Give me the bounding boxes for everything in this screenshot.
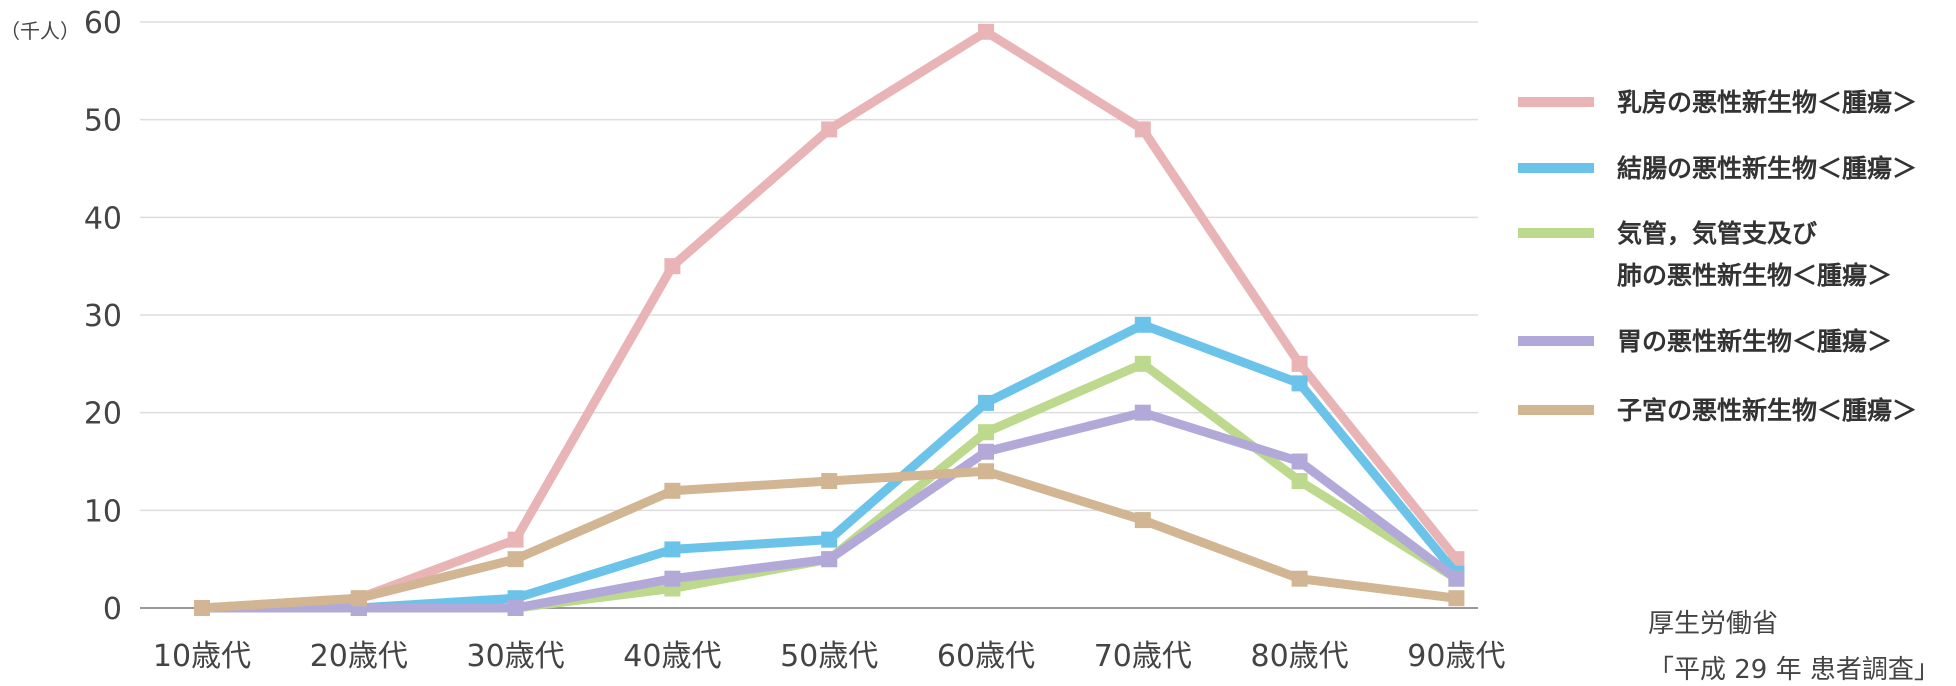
legend: 乳房の悪性新生物＜腫瘍＞ 結腸の悪性新生物＜腫瘍＞ 気管，気管支及び肺の悪性新生物＜…: [1518, 88, 1917, 425]
series-1: [194, 23, 1465, 616]
data-point-s4-6: [978, 443, 994, 460]
data-point-s4-4: [664, 570, 681, 587]
data-point-s3-7: [1134, 355, 1151, 372]
legend-label-2: 結腸の悪性新生物＜腫瘍＞: [1617, 154, 1917, 183]
x-tick-label-9: 90歳代: [1407, 639, 1505, 674]
series-5: [194, 463, 1465, 616]
gridlines: [140, 21, 1478, 512]
data-point-s2-8: [1291, 375, 1308, 392]
data-point-s1-4: [664, 258, 681, 275]
legend-label-3-line-2: 肺の悪性新生物＜腫瘍＞: [1617, 261, 1892, 290]
data-point-s1-6: [978, 23, 994, 40]
data-point-s2-6: [978, 394, 994, 411]
x-tick-label-5: 50歳代: [780, 639, 878, 674]
source-note: 厚生労働省「平成 29 年 患者調査」: [1648, 609, 1940, 685]
data-point-s5-8: [1291, 570, 1308, 587]
legend-item-1: 乳房の悪性新生物＜腫瘍＞: [1518, 88, 1917, 117]
data-point-s5-9: [1448, 590, 1465, 607]
data-point-s5-3: [507, 551, 524, 568]
data-point-s2-4: [664, 541, 681, 558]
source-line-2: 「平成 29 年 患者調査」: [1648, 655, 1940, 685]
data-point-s4-8: [1291, 453, 1308, 470]
legend-label-5: 子宮の悪性新生物＜腫瘍＞: [1617, 396, 1917, 425]
y-tick-label-20: 20: [84, 397, 122, 432]
x-tick-label-1: 10歳代: [153, 639, 251, 674]
y-tick-label-0: 0: [103, 592, 122, 627]
legend-item-5: 子宮の悪性新生物＜腫瘍＞: [1518, 396, 1917, 425]
data-point-s5-5: [821, 473, 838, 490]
data-point-s4-7: [1134, 404, 1151, 421]
data-point-s5-2: [350, 590, 367, 607]
y-tick-label-30: 30: [84, 299, 122, 334]
x-tick-label-6: 60歳代: [937, 639, 1035, 674]
source-line-1: 厚生労働省: [1648, 609, 1778, 639]
data-point-s1-5: [821, 121, 838, 138]
data-point-s4-5: [821, 551, 838, 568]
data-point-s3-8: [1291, 473, 1308, 490]
y-tick-label-50: 50: [84, 104, 122, 139]
x-tick-label-7: 70歳代: [1094, 639, 1192, 674]
legend-label-3-line-1: 気管，気管支及び: [1617, 219, 1817, 248]
x-tick-label-8: 80歳代: [1251, 639, 1349, 674]
data-point-s4-3: [507, 600, 524, 616]
y-tick-label-60: 60: [84, 6, 122, 41]
data-point-s1-3: [507, 531, 524, 548]
data-point-s2-5: [821, 531, 838, 548]
y-tick-label-10: 10: [84, 494, 122, 529]
data-point-s5-1: [194, 600, 210, 616]
x-tick-label-2: 20歳代: [310, 639, 408, 674]
data-point-s1-7: [1134, 121, 1151, 138]
data-point-s2-7: [1134, 316, 1151, 333]
series-lines: [194, 23, 1465, 616]
data-point-s5-6: [978, 463, 994, 480]
x-tick-label-3: 30歳代: [467, 639, 565, 674]
x-tick-label-4: 40歳代: [623, 639, 721, 674]
data-point-s3-6: [978, 424, 994, 441]
legend-item-2: 結腸の悪性新生物＜腫瘍＞: [1518, 154, 1917, 183]
data-point-s5-4: [664, 482, 681, 499]
legend-label-1: 乳房の悪性新生物＜腫瘍＞: [1617, 88, 1917, 117]
data-point-s1-8: [1291, 355, 1308, 372]
y-axis-unit-label: （千人）: [0, 19, 80, 43]
legend-item-4: 胃の悪性新生物＜腫瘍＞: [1518, 327, 1892, 356]
series-line-1: [197, 27, 1461, 613]
axes: 0 10 20 30 40 50 60 10歳代 20歳代 30歳代 40歳代 50歳代 60歳代 70歳…: [84, 6, 1506, 674]
y-tick-label-40: 40: [84, 201, 122, 236]
data-point-s4-9: [1448, 570, 1465, 587]
data-point-s5-7: [1134, 512, 1151, 529]
legend-label-4: 胃の悪性新生物＜腫瘍＞: [1617, 327, 1892, 356]
